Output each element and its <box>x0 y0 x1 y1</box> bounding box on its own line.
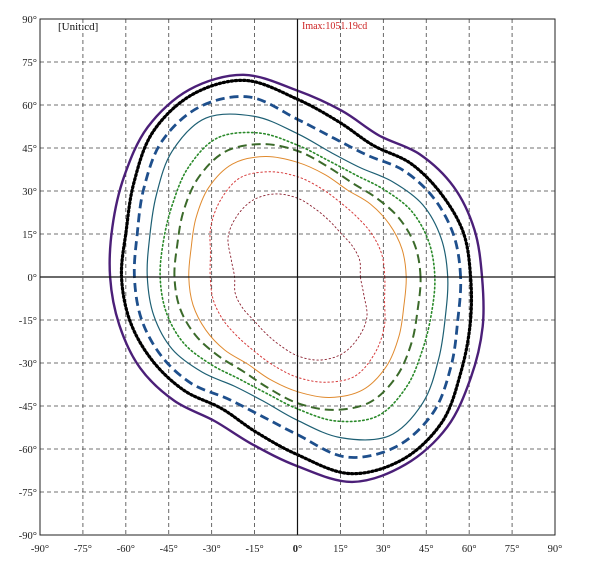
contour-line-6 <box>173 143 422 411</box>
y-tick-label: -15° <box>19 316 37 327</box>
x-tick-label: -60° <box>117 544 135 555</box>
y-tick-label: 45° <box>22 144 37 155</box>
x-tick-label: -90° <box>31 544 49 555</box>
y-tick-label: 0° <box>28 273 37 284</box>
unit-label: [Unit:cd] <box>58 21 98 33</box>
y-tick-label: -60° <box>19 445 37 456</box>
x-tick-labels: -90° -75° -60° -45° -30° -15° 0° 15° 30° 45° 60° 75… <box>31 544 562 555</box>
x-tick-label: 90° <box>548 544 563 555</box>
x-tick-label: 75° <box>505 544 520 555</box>
x-tick-label: 0° <box>293 544 302 555</box>
y-tick-label: 30° <box>22 187 37 198</box>
x-tick-label: -45° <box>160 544 178 555</box>
center-axes <box>40 19 555 535</box>
x-tick-label: -30° <box>203 544 221 555</box>
y-tick-label: 75° <box>22 58 37 69</box>
y-tick-labels: 90° 75° 60° 45° 30° 15° 0° -15° -30° -45° -60° -75°… <box>19 15 37 542</box>
imax-label: Imax:1051.19cd <box>302 21 367 32</box>
x-tick-label: -75° <box>74 544 92 555</box>
y-tick-label: -75° <box>19 488 37 499</box>
y-tick-label: -90° <box>19 531 37 542</box>
contour-lines <box>108 73 485 484</box>
y-tick-label: 90° <box>22 15 37 26</box>
x-tick-label: 15° <box>333 544 348 555</box>
y-tick-label: 15° <box>22 230 37 241</box>
x-tick-label: 30° <box>376 544 391 555</box>
x-tick-label: -15° <box>245 544 263 555</box>
y-tick-label: 60° <box>22 101 37 112</box>
x-tick-label: 60° <box>462 544 477 555</box>
y-tick-label: -45° <box>19 402 37 413</box>
y-tick-label: -30° <box>19 359 37 370</box>
x-tick-label: 45° <box>419 544 434 555</box>
plot-frame <box>39 18 556 536</box>
